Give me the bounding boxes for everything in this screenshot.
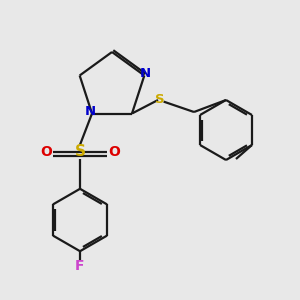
Text: O: O (108, 145, 120, 159)
Text: N: N (140, 67, 151, 80)
Text: S: S (74, 145, 86, 160)
Text: F: F (75, 260, 85, 273)
Text: O: O (40, 145, 52, 159)
Text: S: S (155, 93, 164, 106)
Text: N: N (85, 105, 96, 118)
